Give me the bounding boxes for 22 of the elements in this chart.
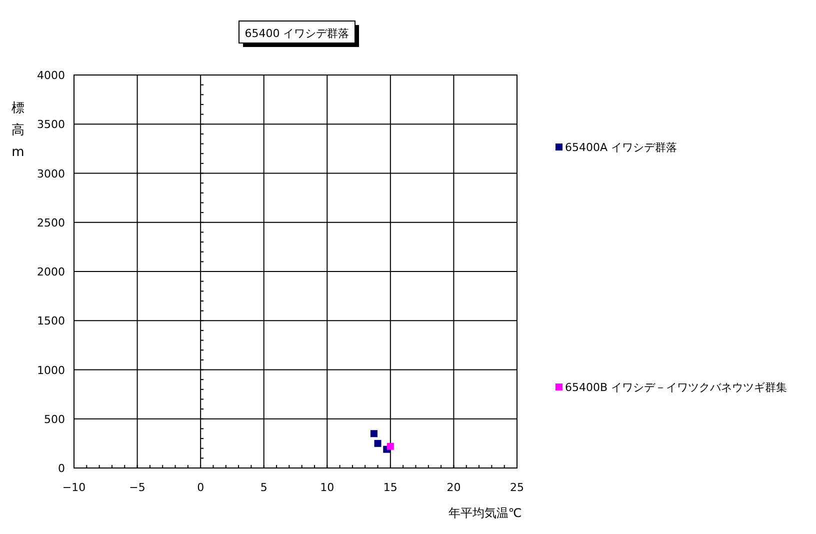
legend-label: 65400B イワシデ－イワツクバネウツギ群集: [565, 381, 788, 394]
x-tick-label: 10: [320, 481, 334, 494]
y-tick-label: 3500: [37, 118, 65, 132]
y-tick-label: 4000: [37, 69, 65, 82]
x-tick-label: 5: [260, 481, 268, 494]
y-tick-label: 0: [58, 462, 65, 475]
legend-label: 65400A イワシデ群落: [565, 141, 678, 154]
x-tick-label: 25: [510, 481, 524, 494]
y-axis-title: 標高m: [12, 101, 24, 160]
x-tick-label: −10: [62, 481, 86, 494]
x-tick-label: 0: [197, 481, 204, 494]
x-tick-label: −5: [129, 481, 146, 494]
y-tick-label: 2000: [37, 266, 65, 278]
x-tick-label: 20: [446, 481, 461, 494]
y-tick-label: 2500: [37, 216, 65, 230]
y-tick-label: 3000: [37, 167, 65, 180]
chart-title: 65400 イワシデ群落: [244, 27, 350, 40]
x-tick-label: 15: [383, 481, 398, 494]
x-axis-title: 年平均気温℃: [448, 506, 522, 520]
y-tick-label: 500: [44, 412, 65, 426]
y-tick-label: 1500: [37, 314, 65, 328]
y-tick-label: 1000: [37, 364, 65, 377]
